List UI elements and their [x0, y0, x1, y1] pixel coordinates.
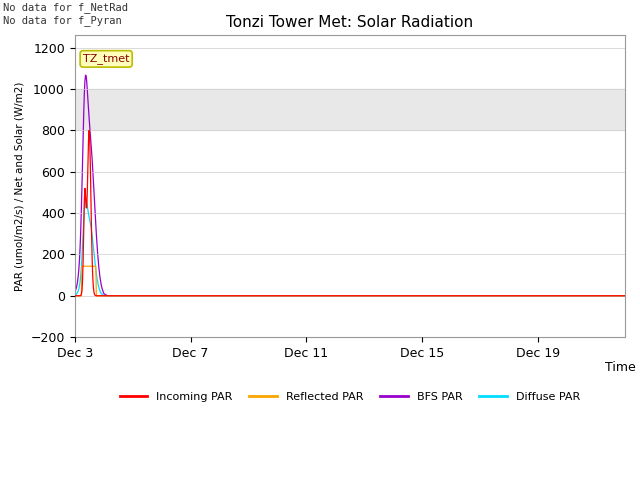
Legend: Incoming PAR, Reflected PAR, BFS PAR, Diffuse PAR: Incoming PAR, Reflected PAR, BFS PAR, Di…: [115, 388, 584, 407]
Text: No data for f_NetRad
No data for f_Pyran: No data for f_NetRad No data for f_Pyran: [3, 2, 128, 26]
X-axis label: Time: Time: [605, 361, 636, 374]
Title: Tonzi Tower Met: Solar Radiation: Tonzi Tower Met: Solar Radiation: [227, 15, 474, 30]
Text: TZ_tmet: TZ_tmet: [83, 53, 129, 64]
Bar: [75, 89, 625, 131]
Y-axis label: PAR (umol/m2/s) / Net and Solar (W/m2): PAR (umol/m2/s) / Net and Solar (W/m2): [15, 82, 25, 291]
